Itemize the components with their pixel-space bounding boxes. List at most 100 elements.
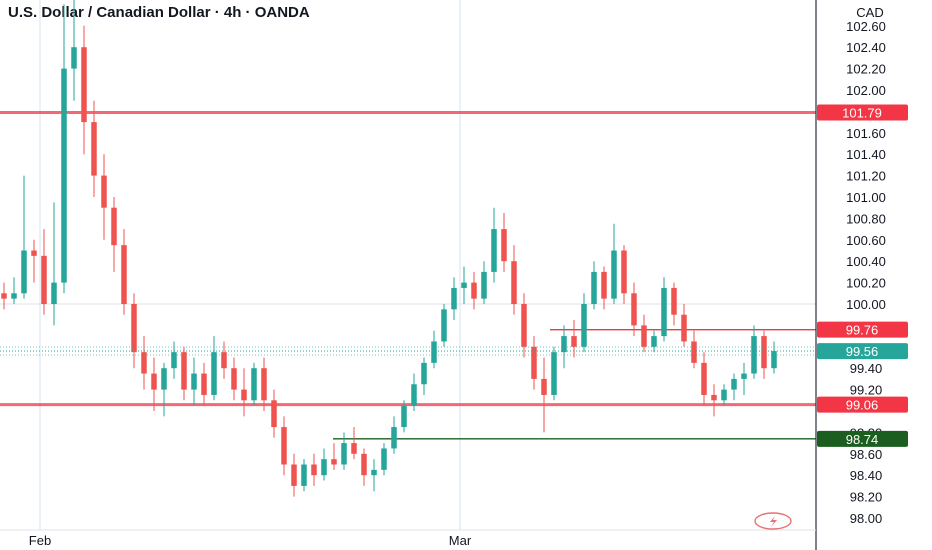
candle [451, 277, 457, 321]
candle [331, 443, 337, 470]
candle [291, 453, 297, 497]
candle-body [81, 47, 87, 123]
candle [181, 346, 187, 401]
candle-body [281, 427, 287, 465]
candle-body [451, 287, 457, 310]
candle-body [131, 304, 137, 353]
candle [671, 282, 677, 326]
candle [481, 261, 487, 304]
candle [551, 346, 557, 401]
candle-body [321, 459, 327, 476]
level-badge-label: 99.06 [846, 398, 879, 413]
candle-body [261, 368, 267, 401]
level-badge [817, 430, 908, 447]
candle-body [471, 282, 477, 299]
y-tick-label: 102.20 [846, 62, 886, 77]
candle [171, 341, 177, 379]
candle [221, 341, 227, 379]
candle [691, 330, 697, 369]
candle [261, 357, 267, 411]
level-badge [817, 321, 908, 338]
candle-body [241, 389, 247, 401]
candle-body [631, 293, 637, 326]
level-badge [817, 396, 908, 413]
candle-body [401, 405, 407, 428]
candle [121, 229, 127, 315]
candle-body [331, 459, 337, 465]
candle-body [611, 250, 617, 299]
candle [661, 277, 667, 342]
candle [321, 448, 327, 481]
candle-body [731, 378, 737, 390]
y-tick-label: 100.60 [846, 233, 886, 248]
candle [51, 202, 57, 326]
candle [251, 362, 257, 406]
y-tick-label: 98.60 [850, 447, 883, 462]
candle [751, 325, 757, 379]
candle-body [641, 325, 647, 347]
candle-body [501, 229, 507, 262]
candle [381, 443, 387, 476]
time-axis[interactable]: Feb Mar [0, 529, 816, 548]
candle [71, 0, 77, 101]
candle [191, 357, 197, 406]
candle [771, 341, 777, 374]
candle [711, 384, 717, 417]
candle-body [621, 250, 627, 294]
y-tick-label: 99.20 [850, 383, 883, 398]
candle [701, 352, 707, 406]
candle-body [551, 352, 557, 395]
bolt-icon[interactable] [754, 512, 792, 530]
candle [241, 368, 247, 417]
candle [61, 4, 67, 294]
candle [131, 293, 137, 369]
candle-body [141, 352, 147, 374]
candle-body [161, 368, 167, 390]
candle [571, 320, 577, 358]
candle-body [151, 373, 157, 390]
y-tick-label: 100.00 [846, 297, 886, 312]
candle [361, 448, 367, 486]
y-tick-label: 101.00 [846, 190, 886, 205]
candle-body [431, 341, 437, 363]
level-badge [817, 104, 908, 121]
candle-body [421, 362, 427, 385]
candle-body [671, 287, 677, 315]
candle [601, 266, 607, 310]
candle [631, 282, 637, 337]
candle-body [101, 175, 107, 208]
candle-body [111, 207, 117, 246]
candle [581, 293, 587, 353]
candle [421, 357, 427, 395]
y-tick-label: 98.20 [850, 490, 883, 505]
candle [511, 245, 517, 315]
candle [211, 336, 217, 401]
currency-label: CAD [856, 5, 883, 20]
candle-body [221, 352, 227, 369]
candle-body [121, 245, 127, 304]
candle-body [561, 336, 567, 353]
candle-body [691, 341, 697, 363]
last-price-badge [817, 343, 908, 360]
candle [311, 453, 317, 486]
candles [1, 0, 777, 497]
candle-body [371, 469, 377, 476]
candle-body [661, 287, 667, 337]
candle-body [411, 384, 417, 406]
x-ticks: Feb Mar [29, 533, 472, 548]
candle [91, 100, 97, 197]
candle-body [251, 368, 257, 401]
price-axis[interactable]: CAD 102.60 102.40 102.20 102.00 101.60 101.40… [815, 0, 932, 550]
last-price-label: 99.56 [846, 344, 879, 359]
candle [141, 336, 147, 390]
candle-body [391, 427, 397, 449]
candle [391, 416, 397, 454]
chart-title: U.S. Dollar / Canadian Dollar · 4h · OAN… [8, 4, 310, 21]
y-tick-label: 102.60 [846, 19, 886, 34]
candle [431, 330, 437, 369]
level-badge-label: 98.74 [846, 432, 879, 447]
y-tick-label: 102.40 [846, 40, 886, 55]
candle [101, 154, 107, 240]
candle-body [211, 352, 217, 395]
